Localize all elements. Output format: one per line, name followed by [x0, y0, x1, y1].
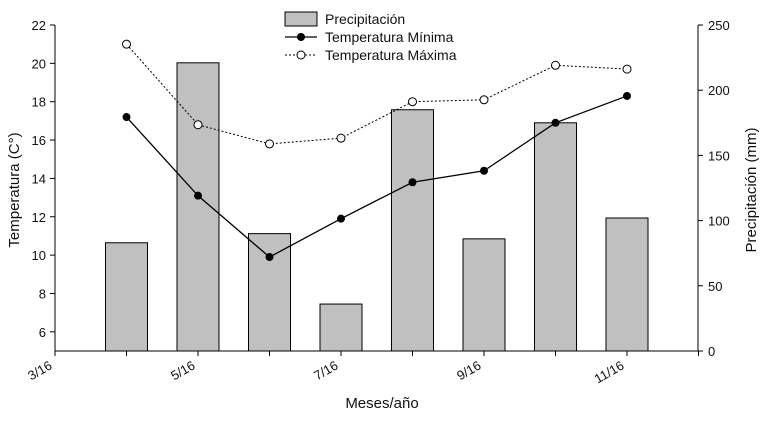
bar-precipitation — [391, 109, 434, 352]
legend-label-min: Temperatura Mínima — [325, 29, 454, 45]
x-tick-label: 7/16 — [311, 358, 340, 384]
x-axis-title: Meses/año — [345, 395, 418, 412]
bar-precipitation — [105, 242, 148, 352]
bar-precipitation — [176, 62, 220, 352]
point-temperatura-maxima — [193, 120, 203, 130]
y-left-tick-label: 22 — [32, 18, 46, 33]
point-temperatura-maxima — [551, 60, 560, 70]
bar-precipitation — [462, 238, 506, 352]
point-temperatura-minima — [337, 214, 345, 223]
line-temperatura-minima — [126, 95, 628, 258]
bar-precipitation — [319, 303, 363, 352]
point-temperatura-minima — [265, 253, 274, 262]
legend-swatch-precipitation — [284, 11, 318, 27]
point-temperatura-minima — [194, 191, 202, 200]
y-left-tick-label: 14 — [32, 171, 46, 186]
x-tick-label: 3/16 — [25, 358, 54, 384]
y-left-tick-label: 12 — [32, 210, 46, 225]
y-left-tick-label: 16 — [32, 133, 46, 148]
point-temperatura-minima — [551, 118, 560, 127]
y-left-tick-label: 10 — [32, 248, 46, 263]
point-temperatura-minima — [480, 166, 488, 175]
point-temperatura-maxima — [479, 95, 489, 105]
y-right-tick-label: 50 — [708, 279, 722, 294]
y-right-tick-label: 250 — [708, 18, 730, 33]
point-temperatura-maxima — [122, 39, 131, 49]
x-tick-label: 11/16 — [592, 358, 627, 387]
y-axis-left-title: Temperatura (C°) — [6, 132, 23, 247]
legend-marker-min — [297, 33, 305, 41]
y-left-tick-label: 18 — [32, 95, 46, 110]
y-right-tick-label: 0 — [708, 344, 715, 359]
y-right-tick-label: 100 — [708, 214, 730, 229]
point-temperatura-maxima — [265, 139, 274, 149]
legend: Precipitación Temperatura Mínima Tempera… — [284, 11, 457, 63]
legend-marker-max — [296, 50, 306, 60]
line-temperatura-maxima — [126, 43, 628, 145]
point-temperatura-maxima — [336, 133, 346, 143]
y-left-tick-label: 20 — [32, 56, 46, 71]
y-left-tick-label: 8 — [39, 286, 46, 301]
axes — [54, 25, 699, 352]
temperature-lines — [122, 39, 632, 262]
bar-precipitation — [534, 122, 577, 352]
point-temperatura-minima — [623, 91, 631, 100]
point-temperatura-maxima — [408, 97, 417, 107]
y-right-tick-label: 150 — [708, 148, 730, 163]
point-temperatura-minima — [408, 178, 417, 187]
legend-label-precipitation: Precipitación — [325, 11, 405, 27]
precipitation-bars — [105, 62, 649, 352]
y-right-tick-label: 200 — [708, 83, 730, 98]
y-left-tick-label: 6 — [39, 325, 46, 340]
x-tick-label: 9/16 — [454, 358, 483, 384]
point-temperatura-minima — [122, 113, 131, 122]
y-axis-right-title: Precipitación (mm) — [743, 127, 760, 252]
bar-precipitation — [248, 233, 291, 352]
legend-label-max: Temperatura Máxima — [325, 47, 457, 63]
x-tick-label: 5/16 — [168, 358, 197, 384]
point-temperatura-maxima — [622, 64, 632, 74]
bar-precipitation — [605, 217, 649, 352]
